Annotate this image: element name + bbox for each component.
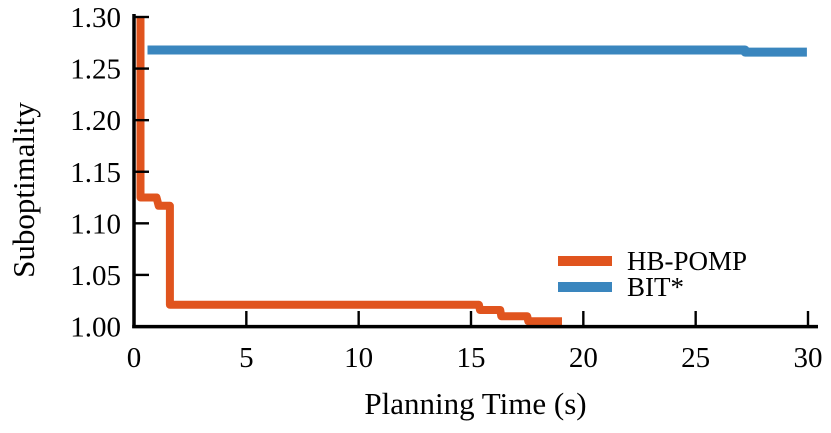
x-tick-label: 0 xyxy=(127,342,142,374)
y-axis-label: Suboptimality xyxy=(6,102,41,278)
x-tick-label: 30 xyxy=(794,342,823,374)
legend-swatch-hb-pomp xyxy=(558,256,612,266)
series-group xyxy=(136,17,807,326)
legend-label-hb-pomp: HB-POMP xyxy=(627,246,748,276)
y-tick-label: 1.20 xyxy=(70,105,121,137)
x-axis-label: Planning Time (s) xyxy=(364,386,587,421)
x-tick-label: 25 xyxy=(681,342,710,374)
x-tick-label: 5 xyxy=(239,342,254,374)
legend-label-bit: BIT* xyxy=(627,272,684,302)
y-tick-label: 1.15 xyxy=(70,157,121,189)
y-tick-label: 1.25 xyxy=(70,54,121,86)
series-line-hb-pomp xyxy=(136,17,562,326)
series-line-bit- xyxy=(147,45,807,57)
x-tick-label: 15 xyxy=(457,342,486,374)
y-tick-label: 1.00 xyxy=(70,312,121,344)
x-tick-label: 20 xyxy=(569,342,598,374)
legend-item-bit: BIT* xyxy=(558,272,747,302)
y-tick-label: 1.30 xyxy=(70,2,121,34)
y-tick-label: 1.10 xyxy=(70,208,121,240)
legend-item-hb-pomp: HB-POMP xyxy=(558,246,748,276)
x-tick-label: 10 xyxy=(344,342,373,374)
legend: HB-POMP BIT* xyxy=(558,246,748,302)
legend-swatch-bit xyxy=(558,282,612,292)
y-tick-label: 1.05 xyxy=(70,260,121,292)
axes: 1.00 1.05 1.10 1.15 1.20 1.25 1.30 0 5 10 15 20 25 30 xyxy=(70,2,822,374)
